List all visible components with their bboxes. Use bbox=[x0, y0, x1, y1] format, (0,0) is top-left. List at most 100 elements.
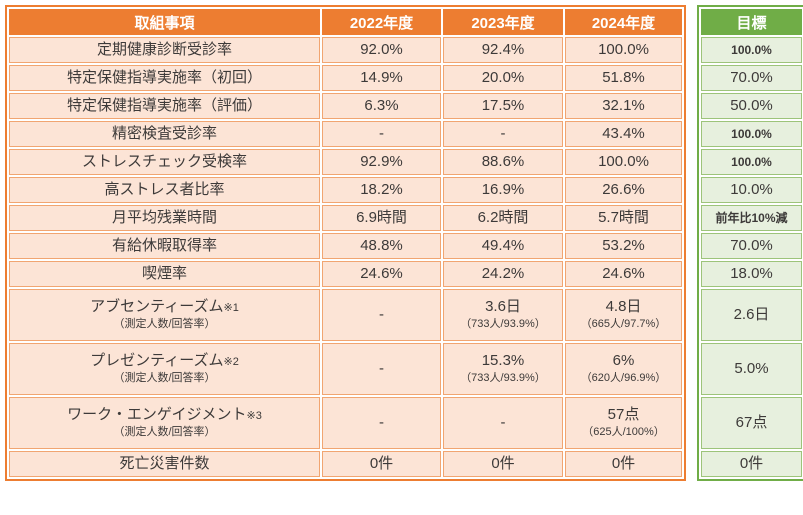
metrics-table: 取組事項 2022年度 2023年度 2024年度 定期健康診断受診率 92.0… bbox=[5, 5, 686, 481]
value-fy2022: 18.2% bbox=[360, 180, 403, 198]
value-fy2024: 4.8日 bbox=[605, 298, 642, 316]
target-value: 50.0% bbox=[730, 96, 773, 114]
value-fy2022: - bbox=[379, 359, 384, 377]
target-cell: 5.0% bbox=[701, 343, 802, 395]
value-cell-fy2023: 0件 bbox=[443, 451, 563, 477]
row-label: ワーク・エンゲイジメント bbox=[67, 406, 247, 424]
row-label: 月平均残業時間 bbox=[111, 208, 217, 226]
value-cell-fy2023: 17.5% bbox=[443, 93, 563, 119]
row-label: 特定保健指導実施率（初回） bbox=[66, 68, 262, 86]
target-cell: 100.0% bbox=[701, 149, 802, 175]
row-label-cell: 死亡災害件数 bbox=[9, 451, 320, 477]
row-label-cell: プレゼンティーズム※2 （測定人数/回答率） bbox=[9, 343, 320, 395]
value-fy2023: 17.5% bbox=[481, 96, 525, 114]
value-fy2023: 6.2時間 bbox=[477, 208, 529, 226]
target-value: 18.0% bbox=[730, 264, 773, 282]
value-fy2022: 6.3% bbox=[364, 96, 399, 114]
value-cell-fy2024: 51.8% bbox=[565, 65, 682, 91]
row-label-cell: 月平均残業時間 bbox=[9, 205, 320, 231]
value-cell-fy2023: 88.6% bbox=[443, 149, 563, 175]
value-cell-fy2024: 43.4% bbox=[565, 121, 682, 147]
value-cell-fy2022: 14.9% bbox=[322, 65, 441, 91]
target-row: 5.0% bbox=[701, 343, 802, 395]
target-value: 10.0% bbox=[730, 180, 773, 198]
target-cell: 67点 bbox=[701, 397, 802, 449]
value-cell-fy2023: 15.3% （733人/93.9%） bbox=[443, 343, 563, 395]
value-fy2023: 0件 bbox=[491, 454, 515, 472]
target-value: 100.0% bbox=[731, 126, 772, 141]
target-value: 前年比10%減 bbox=[715, 210, 788, 225]
table-row: 精密検査受診率 - - 43.4% bbox=[9, 121, 682, 147]
value-fy2023: - bbox=[500, 124, 506, 142]
value-cell-fy2024: 53.2% bbox=[565, 233, 682, 259]
value-fy2024: 32.1% bbox=[602, 96, 645, 114]
value-fy2024: 100.0% bbox=[598, 152, 649, 170]
value-cell-fy2022: 6.9時間 bbox=[322, 205, 441, 231]
table-row: ストレスチェック受検率 92.9% 88.6% 100.0% bbox=[9, 149, 682, 175]
row-label-cell: ストレスチェック受検率 bbox=[9, 149, 320, 175]
subvalue-fy2023: （733人/93.9%） bbox=[460, 372, 546, 385]
value-fy2024: 5.7時間 bbox=[598, 208, 649, 226]
value-fy2023: 24.2% bbox=[481, 264, 525, 282]
value-cell-fy2023: 92.4% bbox=[443, 37, 563, 63]
column-header-fy2023: 2023年度 bbox=[443, 9, 563, 35]
value-cell-fy2022: 92.0% bbox=[322, 37, 441, 63]
value-cell-fy2022: 92.9% bbox=[322, 149, 441, 175]
table-row: 定期健康診断受診率 92.0% 92.4% 100.0% bbox=[9, 37, 682, 63]
value-cell-fy2023: - bbox=[443, 397, 563, 449]
value-cell-fy2024: 24.6% bbox=[565, 261, 682, 287]
value-cell-fy2023: - bbox=[443, 121, 563, 147]
value-fy2022: 0件 bbox=[369, 454, 394, 472]
row-label: 有給休暇取得率 bbox=[111, 236, 217, 254]
value-cell-fy2023: 24.2% bbox=[443, 261, 563, 287]
value-fy2022: - bbox=[379, 413, 384, 431]
row-label: アブセンティーズム bbox=[90, 298, 224, 316]
value-cell-fy2024: 57点 （625人/100%） bbox=[565, 397, 682, 449]
row-label-cell: 定期健康診断受診率 bbox=[9, 37, 320, 63]
row-label: プレゼンティーズム bbox=[90, 352, 224, 370]
value-fy2022: 6.9時間 bbox=[356, 208, 407, 226]
column-header-target: 目標 bbox=[701, 9, 802, 35]
value-fy2023: 3.6日 bbox=[485, 298, 521, 316]
value-cell-fy2022: 6.3% bbox=[322, 93, 441, 119]
target-cell: 2.6日 bbox=[701, 289, 802, 341]
value-cell-fy2022: 48.8% bbox=[322, 233, 441, 259]
row-sublabel: （測定人数/回答率） bbox=[113, 426, 216, 439]
row-label: 喫煙率 bbox=[141, 264, 187, 282]
target-value: 0件 bbox=[739, 454, 764, 472]
target-row: 2.6日 bbox=[701, 289, 802, 341]
target-cell: 70.0% bbox=[701, 65, 802, 91]
value-fy2023: 92.4% bbox=[481, 40, 525, 58]
table-row: プレゼンティーズム※2 （測定人数/回答率） - 15.3% （733人/93.… bbox=[9, 343, 682, 395]
subvalue-fy2024: （625人/100%） bbox=[582, 426, 665, 439]
table-row: 特定保健指導実施率（評価） 6.3% 17.5% 32.1% bbox=[9, 93, 682, 119]
value-fy2022: 92.9% bbox=[360, 152, 403, 170]
row-label: 死亡災害件数 bbox=[119, 454, 210, 472]
column-header-fy2024: 2024年度 bbox=[565, 9, 682, 35]
target-row: 18.0% bbox=[701, 261, 802, 287]
value-fy2024: 26.6% bbox=[602, 180, 645, 198]
row-label-note: ※2 bbox=[223, 356, 239, 369]
value-fy2023: 16.9% bbox=[481, 180, 525, 198]
value-cell-fy2022: 24.6% bbox=[322, 261, 441, 287]
value-fy2024: 43.4% bbox=[602, 124, 645, 142]
target-row: 70.0% bbox=[701, 233, 802, 259]
target-row: 前年比10%減 bbox=[701, 205, 802, 231]
row-label-cell: 特定保健指導実施率（評価） bbox=[9, 93, 320, 119]
target-row: 100.0% bbox=[701, 37, 802, 63]
target-row: 100.0% bbox=[701, 149, 802, 175]
header-row: 取組事項 2022年度 2023年度 2024年度 bbox=[9, 9, 682, 35]
row-sublabel: （測定人数/回答率） bbox=[113, 372, 216, 385]
subvalue-fy2023: （733人/93.9%） bbox=[460, 318, 546, 331]
value-cell-fy2024: 100.0% bbox=[565, 149, 682, 175]
row-label: ストレスチェック受検率 bbox=[81, 152, 247, 170]
target-value: 5.0% bbox=[734, 359, 769, 377]
target-value: 100.0% bbox=[731, 42, 772, 57]
row-label-cell: ワーク・エンゲイジメント※3 （測定人数/回答率） bbox=[9, 397, 320, 449]
target-table-body: 100.0% 70.0% 50.0% 100.0% 100.0% 10.0% 前… bbox=[701, 37, 802, 477]
value-cell-fy2022: - bbox=[322, 121, 441, 147]
value-cell-fy2024: 4.8日 （665人/97.7%） bbox=[565, 289, 682, 341]
target-header-row: 目標 bbox=[701, 9, 802, 35]
value-fy2023: 20.0% bbox=[481, 68, 525, 86]
table-row: 高ストレス者比率 18.2% 16.9% 26.6% bbox=[9, 177, 682, 203]
